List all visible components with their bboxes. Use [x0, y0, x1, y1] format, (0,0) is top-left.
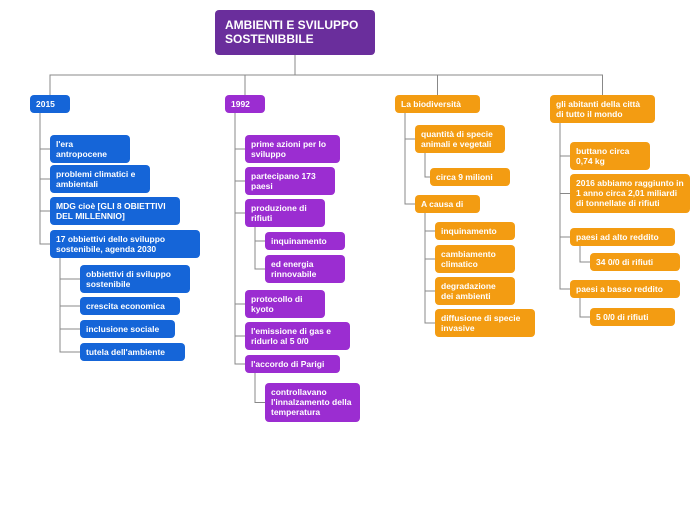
tree-node: l'accordo di Parigi [245, 355, 340, 373]
tree-node: 34 0/0 di rifiuti [590, 253, 680, 271]
tree-node: paesi ad alto reddito [570, 228, 675, 246]
tree-node: 5 0/0 di rifiuti [590, 308, 675, 326]
tree-node: diffusione di specie invasive [435, 309, 535, 337]
tree-node: buttano circa 0,74 kg [570, 142, 650, 170]
tree-node: quantità di specie animali e vegetali [415, 125, 505, 153]
tree-node: protocollo di kyoto [245, 290, 325, 318]
tree-node: prime azioni per lo sviluppo [245, 135, 340, 163]
tree-node: obbiettivi di sviluppo sostenibile [80, 265, 190, 293]
tree-node: tutela dell'ambiente [80, 343, 185, 361]
tree-node: La biodiversità [395, 95, 480, 113]
tree-node: A causa di [415, 195, 480, 213]
tree-node: controllavano l'innalzamento della tempe… [265, 383, 360, 422]
tree-node: l'emissione di gas e ridurlo al 5 0/0 [245, 322, 350, 350]
tree-node: paesi a basso reddito [570, 280, 680, 298]
tree-node: ed energia rinnovabile [265, 255, 345, 283]
tree-node: degradazione dei ambienti [435, 277, 515, 305]
tree-node: MDG cioè [GLI 8 OBIETTIVI DEL MILLENNIO] [50, 197, 180, 225]
tree-node: problemi climatici e ambientali [50, 165, 150, 193]
tree-node: inquinamento [265, 232, 345, 250]
tree-node: partecipano 173 paesi [245, 167, 335, 195]
tree-node: produzione di rifiuti [245, 199, 325, 227]
tree-node: gli abitanti della città di tutto il mon… [550, 95, 655, 123]
tree-node: inclusione sociale [80, 320, 175, 338]
tree-node: 2015 [30, 95, 70, 113]
tree-node: inquinamento [435, 222, 515, 240]
tree-node: cambiamento climatico [435, 245, 515, 273]
tree-node: 17 obbiettivi dello sviluppo sostenibile… [50, 230, 200, 258]
tree-node: l'era antropocene [50, 135, 130, 163]
tree-node: 2016 abbiamo raggiunto in 1 anno circa 2… [570, 174, 690, 213]
tree-node: circa 9 milioni [430, 168, 510, 186]
tree-node: crescita economica [80, 297, 180, 315]
root-node: AMBIENTI E SVILUPPO SOSTENIBBILE [215, 10, 375, 55]
tree-node: 1992 [225, 95, 265, 113]
